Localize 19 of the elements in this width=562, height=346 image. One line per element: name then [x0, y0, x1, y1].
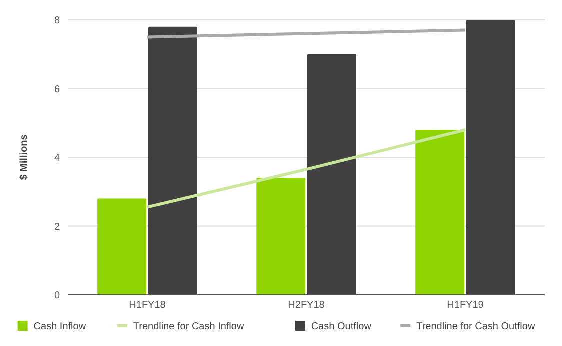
legend-label: Trendline for Cash Outflow [416, 322, 536, 332]
legend-label: Cash Inflow [34, 322, 87, 332]
y-axis-title: $ Millions [19, 134, 30, 180]
y-tick-label: 0 [54, 290, 60, 302]
bar [416, 130, 464, 295]
y-tick-label: 8 [54, 16, 60, 26]
x-tick-label: H1FY18 [129, 300, 166, 311]
y-tick-label: 4 [54, 153, 60, 164]
x-tick-label: H1FY19 [447, 300, 484, 311]
bar [98, 198, 146, 295]
legend-label: Cash Outflow [311, 322, 372, 332]
y-tick-label: 2 [54, 222, 60, 233]
legend-label: Trendline for Cash Inflow [133, 322, 245, 332]
bar [256, 178, 306, 295]
bar [308, 54, 356, 295]
x-tick-label: H2FY18 [288, 300, 326, 311]
bar [148, 26, 198, 295]
bar [466, 20, 516, 295]
y-tick-label: 6 [54, 84, 60, 96]
